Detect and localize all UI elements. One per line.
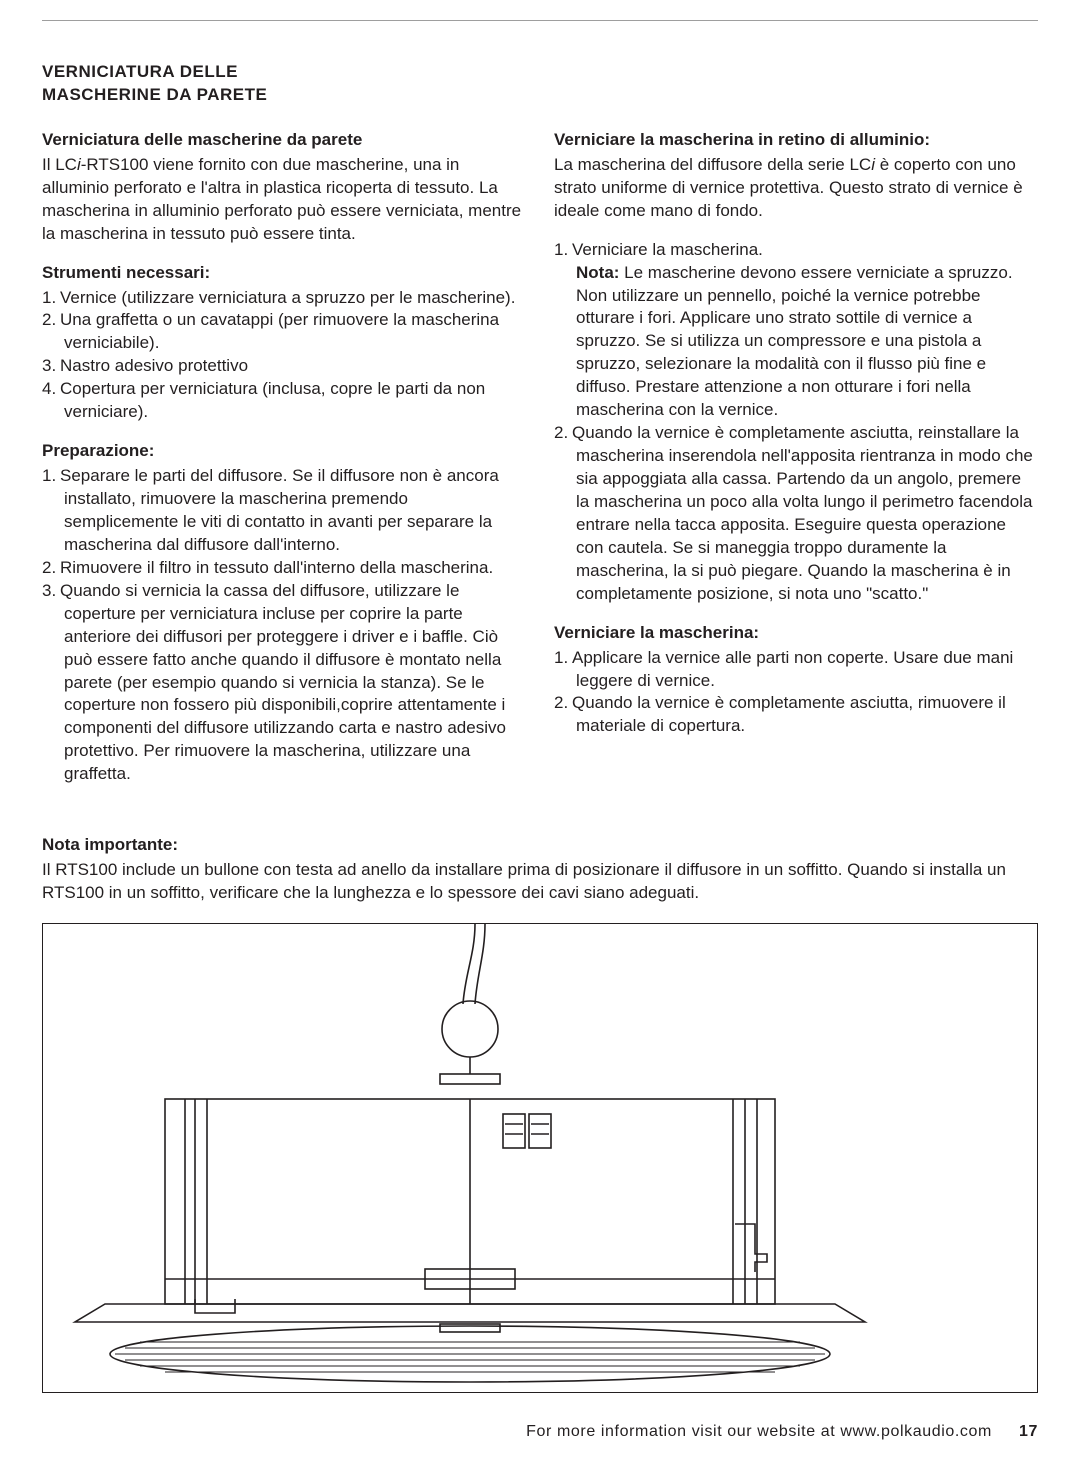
page-title: VERNICIATURA DELLE MASCHERINE DA PARETE bbox=[42, 61, 1038, 107]
footer-text: For more information visit our website a… bbox=[526, 1423, 992, 1440]
right-p1: La mascherina del diffusore della serie … bbox=[554, 154, 1038, 223]
right-h2: Verniciare la mascherina: bbox=[554, 622, 1038, 645]
diagram-svg bbox=[43, 924, 1037, 1392]
top-rule bbox=[42, 20, 1038, 21]
list-item: 1.Applicare la vernice alle parti non co… bbox=[554, 647, 1038, 693]
tools-list: 1.Vernice (utilizzare verniciatura a spr… bbox=[42, 287, 526, 425]
page-number: 17 bbox=[1019, 1423, 1038, 1440]
note-block: Nota importante: Il RTS100 include un bu… bbox=[42, 834, 1038, 905]
list-item: 2.Una graffetta o un cavatappi (per rimu… bbox=[42, 309, 526, 355]
list-item: 3.Nastro adesivo protettivo bbox=[42, 355, 526, 378]
left-h3: Preparazione: bbox=[42, 440, 526, 463]
note-body: Il RTS100 include un bullone con testa a… bbox=[42, 859, 1038, 905]
left-h2: Strumenti necessari: bbox=[42, 262, 526, 285]
two-column-layout: Verniciatura delle mascherine da parete … bbox=[42, 129, 1038, 802]
speaker-diagram bbox=[42, 923, 1038, 1393]
left-column: Verniciatura delle mascherine da parete … bbox=[42, 129, 526, 802]
list-item: 4.Copertura per verniciatura (inclusa, c… bbox=[42, 378, 526, 424]
right-steps2: 1.Applicare la vernice alle parti non co… bbox=[554, 647, 1038, 739]
note-heading: Nota importante: bbox=[42, 834, 1038, 857]
list-item: 2.Quando la vernice è completamente asci… bbox=[554, 692, 1038, 738]
title-line-2: MASCHERINE DA PARETE bbox=[42, 85, 267, 104]
page-footer: For more information visit our website a… bbox=[42, 1421, 1038, 1443]
right-steps: 1.Verniciare la mascherina. Nota: Le mas… bbox=[554, 239, 1038, 606]
list-item: 2.Quando la vernice è completamente asci… bbox=[554, 422, 1038, 606]
prep-list: 1.Separare le parti del diffusore. Se il… bbox=[42, 465, 526, 786]
list-item: 3.Quando si vernicia la cassa del diffus… bbox=[42, 580, 526, 786]
left-h1: Verniciatura delle mascherine da parete bbox=[42, 129, 526, 152]
right-column: Verniciare la mascherina in retino di al… bbox=[554, 129, 1038, 802]
right-h1: Verniciare la mascherina in retino di al… bbox=[554, 129, 1038, 152]
left-p1: Il LCi-RTS100 viene fornito con due masc… bbox=[42, 154, 526, 246]
list-item: 1.Separare le parti del diffusore. Se il… bbox=[42, 465, 526, 557]
list-item: 1.Vernice (utilizzare verniciatura a spr… bbox=[42, 287, 526, 310]
list-item: 1.Verniciare la mascherina. Nota: Le mas… bbox=[554, 239, 1038, 423]
list-item: 2.Rimuovere il filtro in tessuto dall'in… bbox=[42, 557, 526, 580]
title-line-1: VERNICIATURA DELLE bbox=[42, 62, 238, 81]
